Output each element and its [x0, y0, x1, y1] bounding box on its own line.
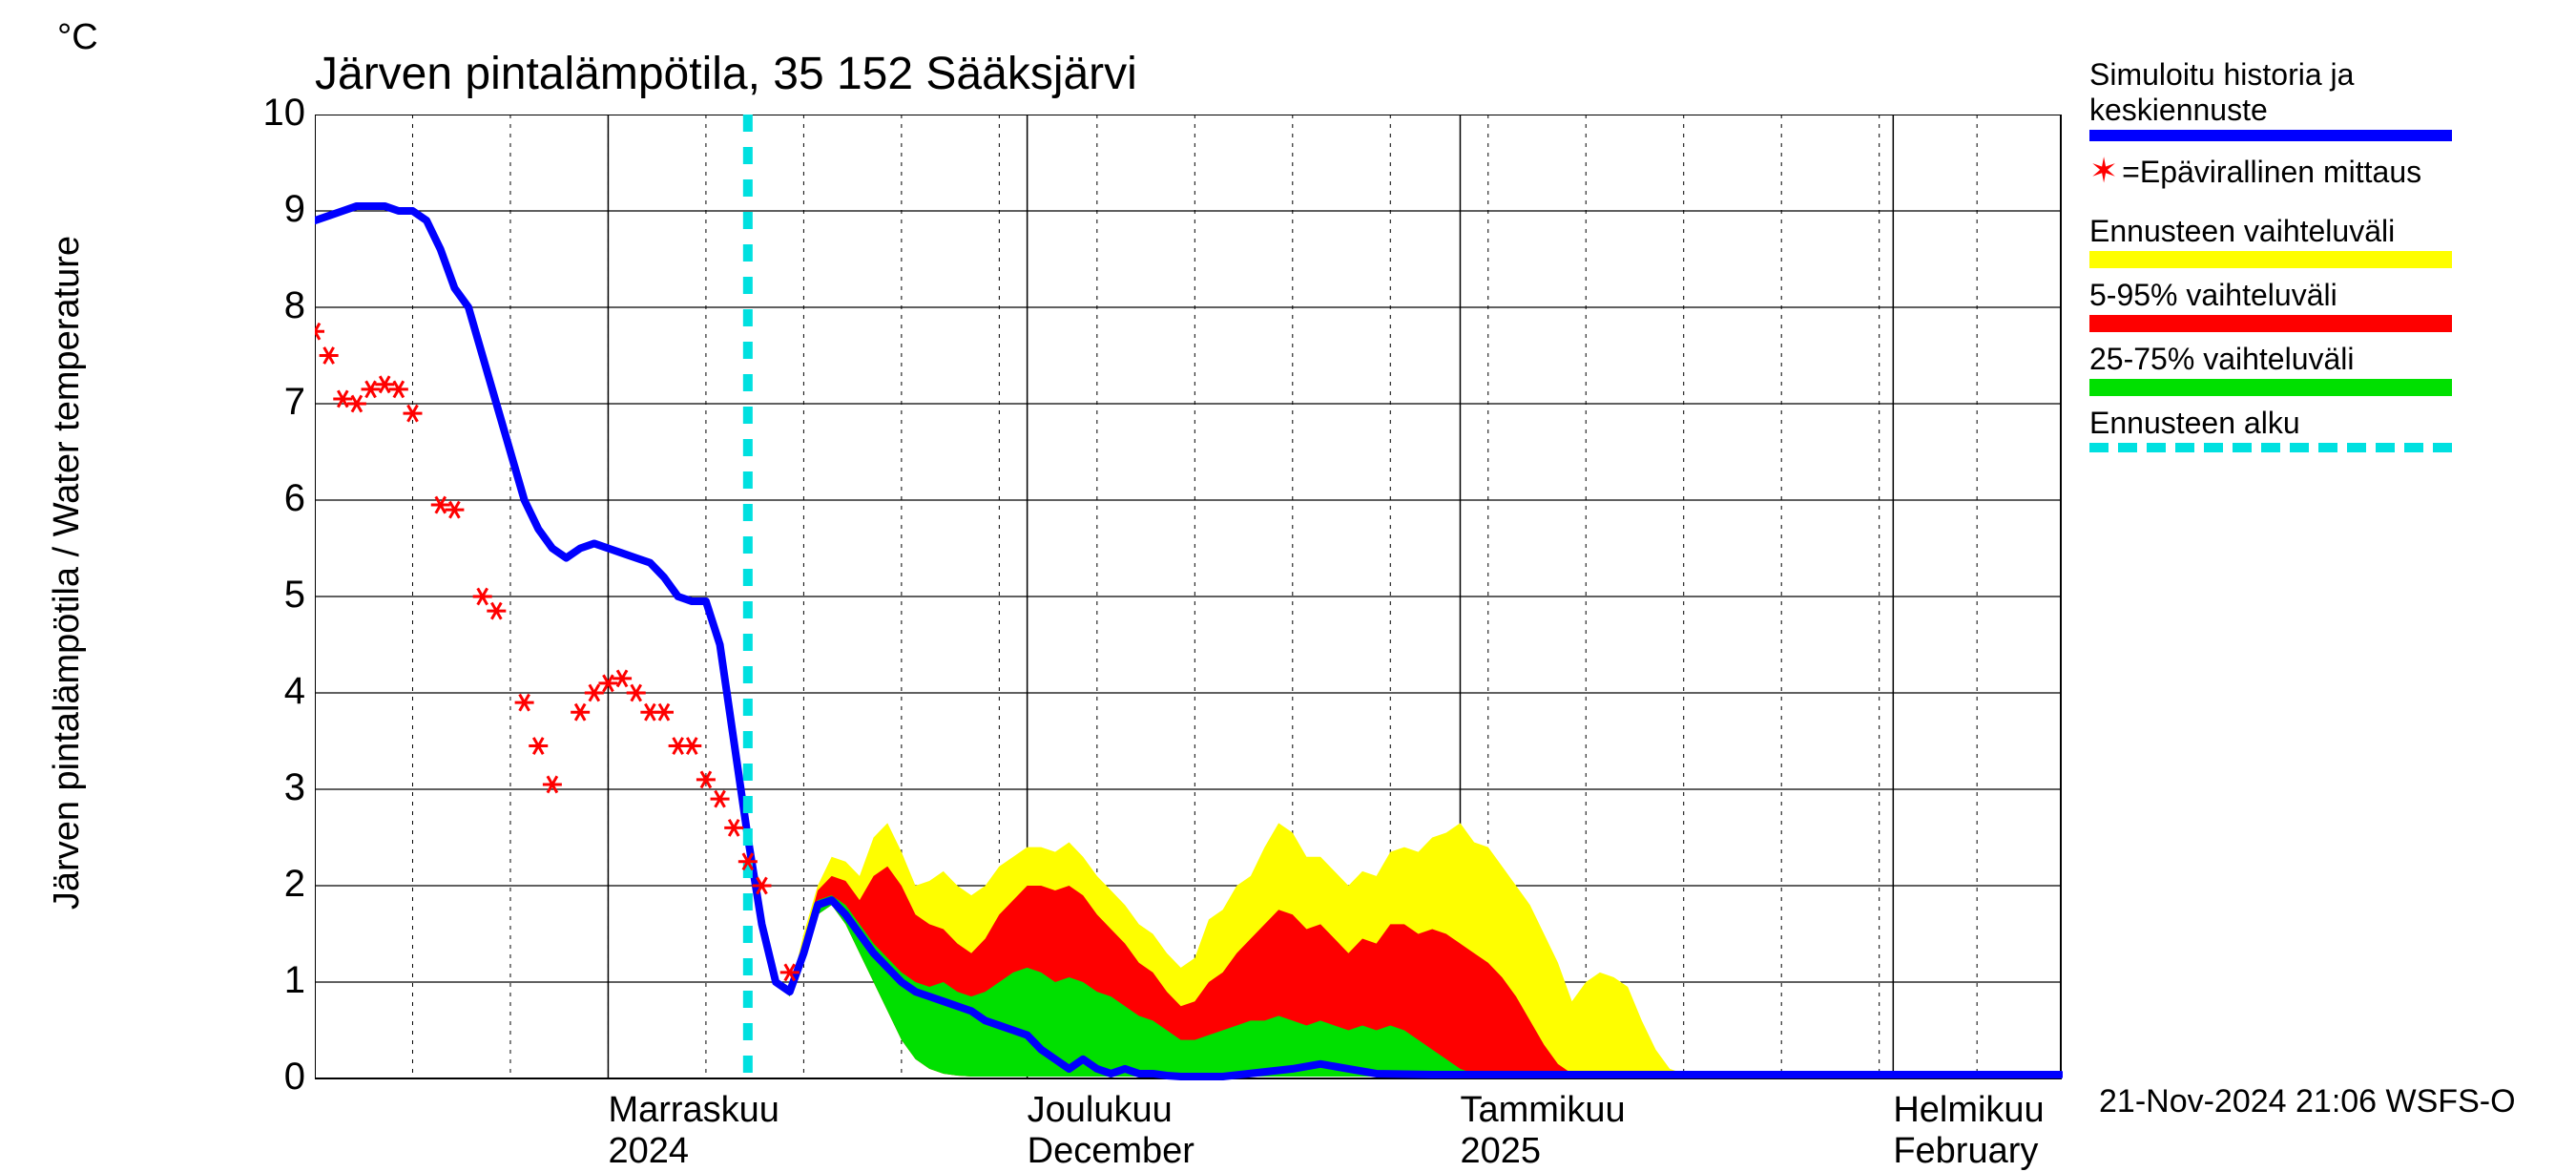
y-tick: 9 [239, 188, 305, 231]
y-tick: 1 [239, 959, 305, 1002]
plot-area [315, 115, 2063, 1080]
y-axis-label: Järven pintalämpötila / Water temperatur… [47, 236, 88, 910]
legend-item: 25-75% vaihteluväli [2089, 342, 2452, 396]
x-tick: Tammikuu2025 [1460, 1090, 1625, 1172]
y-tick: 8 [239, 284, 305, 327]
y-tick: 3 [239, 766, 305, 809]
x-tick: HelmikuuFebruary [1893, 1090, 2044, 1172]
footer-timestamp: 21-Nov-2024 21:06 WSFS-O [2099, 1083, 2516, 1120]
legend: Simuloitu historia jakeskiennuste ✶=Epävi… [2089, 57, 2452, 462]
x-tick: JoulukuuDecember [1028, 1090, 1195, 1172]
y-tick: 4 [239, 670, 305, 713]
chart-title: Järven pintalämpötila, 35 152 Sääksjärvi [315, 48, 1137, 100]
y-axis-unit: °C [57, 17, 98, 58]
legend-item: ✶=Epävirallinen mittaus [2089, 151, 2452, 208]
x-tick: Marraskuu2024 [608, 1090, 779, 1172]
y-tick: 6 [239, 477, 305, 520]
y-tick: 7 [239, 381, 305, 424]
chart-container: Järven pintalämpötila / Water temperatur… [0, 0, 2576, 1145]
y-tick: 2 [239, 863, 305, 906]
legend-item: 5-95% vaihteluväli [2089, 278, 2452, 332]
legend-item: Simuloitu historia jakeskiennuste [2089, 57, 2452, 141]
legend-item: Ennusteen vaihteluväli [2089, 214, 2452, 268]
y-tick: 5 [239, 574, 305, 617]
y-tick: 10 [239, 92, 305, 135]
y-tick: 0 [239, 1056, 305, 1099]
legend-item: Ennusteen alku [2089, 406, 2452, 452]
